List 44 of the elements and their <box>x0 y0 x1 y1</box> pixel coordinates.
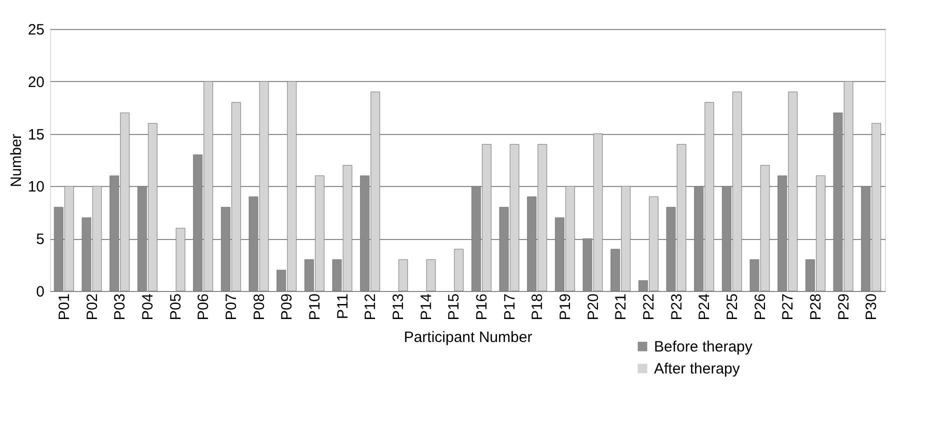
y-tick-label: 0 <box>36 284 44 300</box>
y-tick-label: 25 <box>28 22 44 38</box>
x-tick-label: P29 <box>835 294 852 320</box>
x-tick-label: P04 <box>139 294 156 320</box>
x-tick-label: P05 <box>167 294 184 320</box>
x-tick-label: P10 <box>306 294 324 320</box>
x-tick-label: P24 <box>696 294 714 320</box>
x-tick-label: P17 <box>501 294 518 320</box>
x-tick-label: P08 <box>250 294 268 320</box>
x-tick-label: P26 <box>752 294 769 320</box>
x-tick-label: P15 <box>446 294 463 320</box>
x-tick-label: P09 <box>278 294 296 320</box>
x-tick-label: P18 <box>529 294 546 320</box>
x-tick-label: P19 <box>556 294 574 320</box>
x-tick-label: P01 <box>56 294 73 320</box>
y-tick-label: 5 <box>36 231 44 248</box>
x-tick-label: P06 <box>195 294 212 320</box>
bar <box>426 259 436 292</box>
x-tick-label: P02 <box>84 294 101 320</box>
bar <box>176 228 186 292</box>
y-tick-label: 15 <box>28 126 44 144</box>
x-tick-label: P03 <box>112 294 129 320</box>
x-tick-label: P07 <box>222 294 240 320</box>
x-tick-label: P13 <box>390 294 407 320</box>
y-tick-label: 10 <box>28 178 44 196</box>
legend-label: Before therapy <box>654 338 753 356</box>
x-tick-label: P25 <box>724 294 741 320</box>
x-tick-label: P11 <box>334 294 352 320</box>
x-tick-label: P14 <box>418 294 435 320</box>
legend-label: After therapy <box>654 360 740 378</box>
x-tick-label: P16 <box>473 294 490 320</box>
x-tick-label: P20 <box>584 294 602 320</box>
x-axis-title: Participant Number <box>404 329 532 346</box>
x-tick-label: P12 <box>362 294 380 320</box>
bar <box>454 248 464 292</box>
y-tick-label: 20 <box>28 74 44 91</box>
x-tick-label: P21 <box>612 294 630 320</box>
x-tick-label: P28 <box>807 294 824 320</box>
bar <box>398 259 408 292</box>
x-tick-label: P30 <box>863 294 880 320</box>
y-axis-title: Number <box>8 134 25 188</box>
x-tick-label: P23 <box>668 294 686 320</box>
x-tick-label: P22 <box>640 294 658 320</box>
x-tick-label: P27 <box>780 294 797 320</box>
